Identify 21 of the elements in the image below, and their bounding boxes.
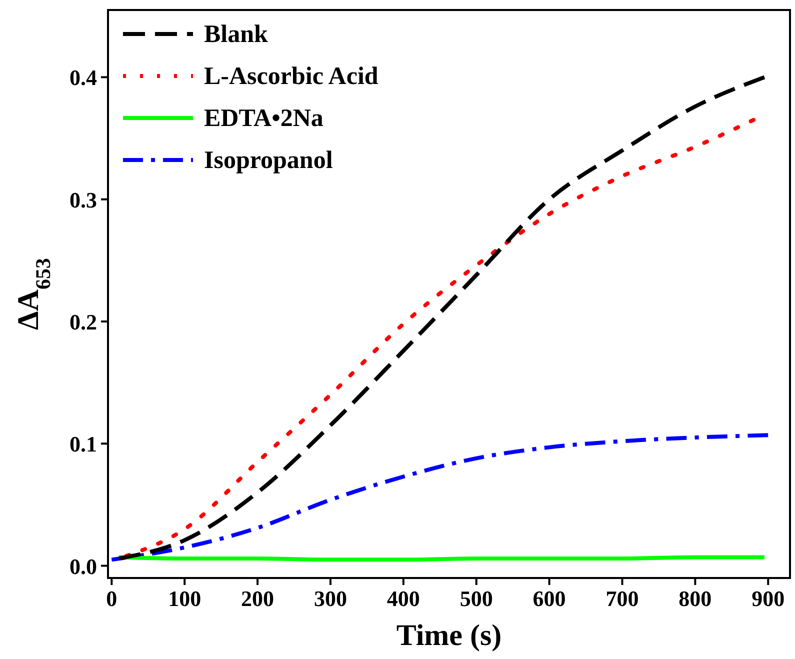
x-tick-label: 400: [386, 586, 420, 611]
x-tick-label: 200: [241, 586, 274, 611]
legend-label: L-Ascorbic Acid: [204, 63, 378, 90]
y-tick-label: 0.1: [70, 432, 97, 457]
x-tick-label: 100: [168, 586, 202, 611]
x-tick-label: 800: [678, 586, 712, 611]
y-tick-label: 0.3: [70, 187, 97, 212]
legend-label: Isopropanol: [204, 147, 333, 174]
legend-label: EDTA•2Na: [204, 105, 324, 132]
x-tick-label: 600: [532, 586, 566, 611]
line-series: [110, 433, 770, 562]
x-tick-label: 500: [460, 586, 493, 611]
y-tick-label: 0.0: [70, 554, 97, 579]
x-axis-title: Time (s): [396, 619, 502, 652]
x-tick-label: 300: [314, 586, 347, 611]
legend-label: Blank: [204, 21, 268, 48]
x-tick-label: 900: [752, 586, 785, 611]
x-tick-label: 0: [106, 586, 118, 611]
y-tick-label: 0.2: [70, 309, 97, 334]
y-tick-label: 0.4: [70, 65, 97, 90]
x-tick-label: 700: [606, 586, 639, 611]
